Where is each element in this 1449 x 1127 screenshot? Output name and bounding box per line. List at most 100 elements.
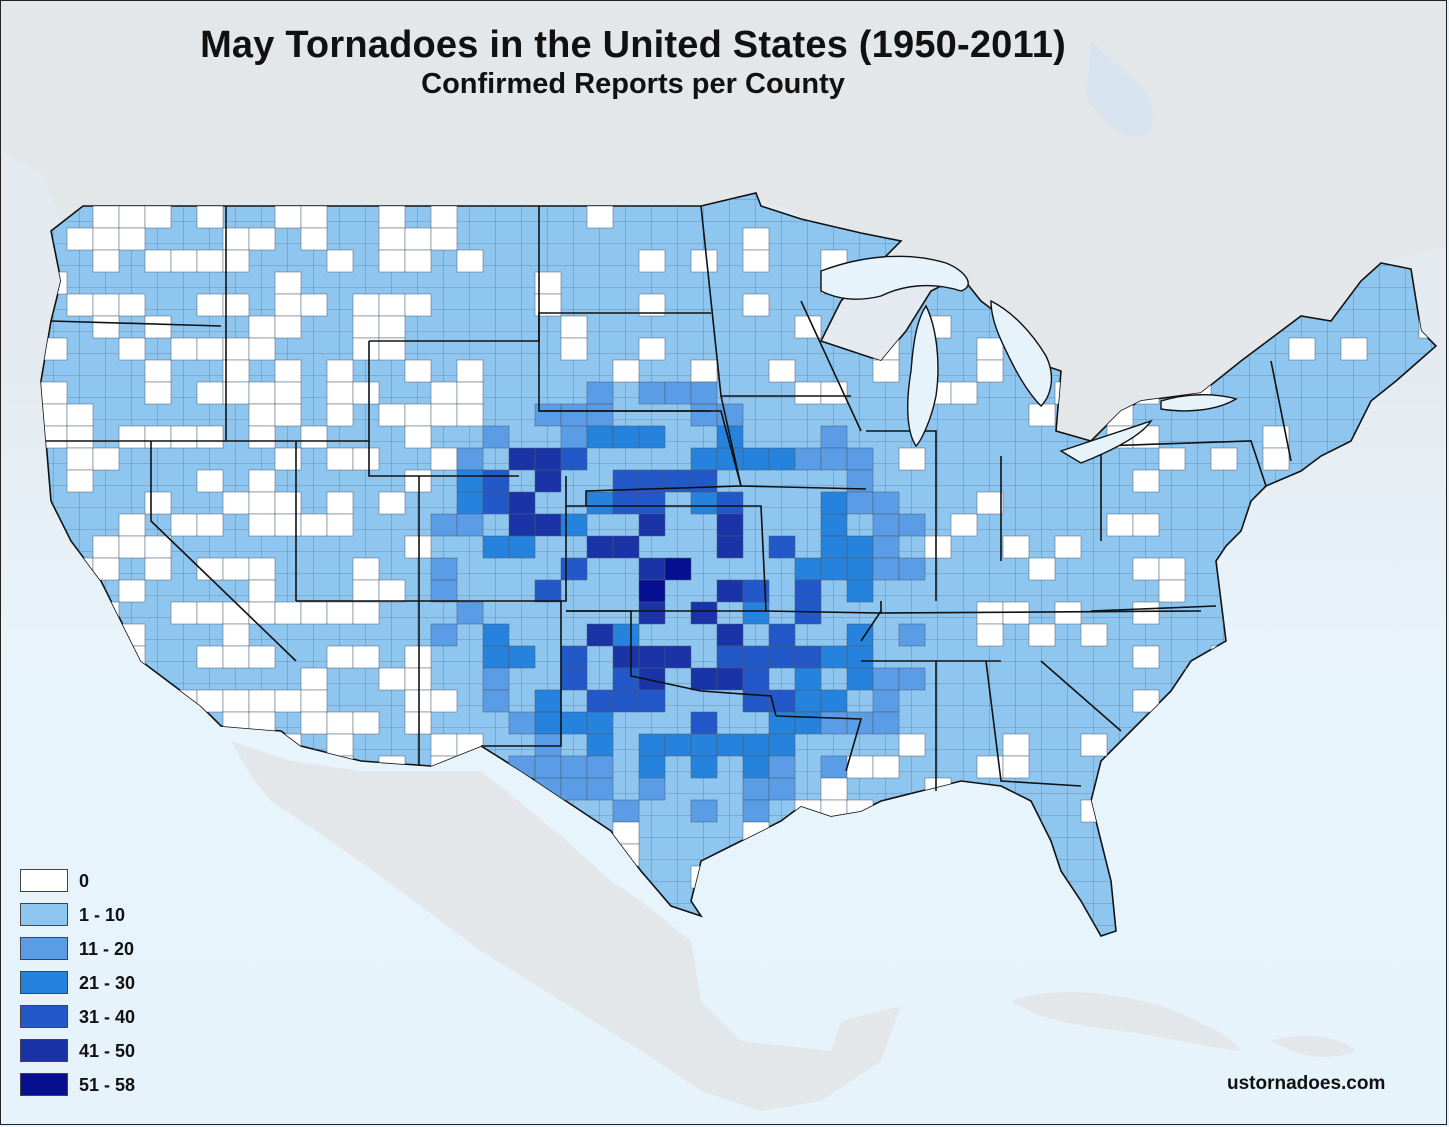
county-cell xyxy=(274,689,302,713)
county-cell xyxy=(690,865,718,889)
county-cell xyxy=(92,205,120,229)
county-cell xyxy=(196,469,224,493)
canada-landmass xyxy=(1,1,1446,441)
county-cell xyxy=(976,337,1004,361)
county-cell xyxy=(716,733,744,757)
county-cell xyxy=(404,359,432,383)
county-cell xyxy=(586,623,614,647)
county-cell xyxy=(560,777,588,801)
county-cell xyxy=(820,777,848,801)
legend-swatch xyxy=(20,937,68,960)
county-cell xyxy=(742,755,770,779)
county-cell xyxy=(872,359,900,383)
county-cell xyxy=(1210,447,1238,471)
county-cell xyxy=(1418,315,1436,339)
county-cell xyxy=(274,315,302,339)
county-cell xyxy=(768,535,796,559)
county-cell xyxy=(1262,799,1290,823)
county-cell xyxy=(508,755,536,779)
county-cell xyxy=(248,227,276,251)
legend-item: 41 - 50 xyxy=(20,1039,220,1063)
county-cell xyxy=(326,865,354,889)
legend-label: 21 - 30 xyxy=(79,973,136,993)
county-cell xyxy=(1054,535,1082,559)
county-cell xyxy=(66,403,94,427)
county-cell xyxy=(1340,711,1368,735)
county-cell xyxy=(352,579,380,603)
county-cell xyxy=(1184,667,1212,691)
county-cell xyxy=(560,755,588,779)
county-cell xyxy=(534,777,562,801)
county-cell xyxy=(768,359,796,383)
county-cell xyxy=(1340,337,1368,361)
county-cell xyxy=(92,557,120,581)
county-cell xyxy=(274,359,302,383)
county-cell xyxy=(898,447,926,471)
county-cell xyxy=(976,491,1004,515)
lake-michigan xyxy=(907,304,939,448)
county-cell xyxy=(248,557,276,581)
county-cell xyxy=(430,623,458,647)
border-ar-la xyxy=(775,715,863,772)
county-cell xyxy=(534,293,562,317)
county-cell xyxy=(404,645,432,669)
county-cell xyxy=(638,381,666,405)
county-cell xyxy=(118,623,146,647)
county-cell xyxy=(274,909,302,933)
county-cell xyxy=(820,645,848,669)
county-cell xyxy=(612,359,640,383)
county-cell xyxy=(846,623,874,647)
county-cell xyxy=(222,843,250,867)
hudson-bay xyxy=(1086,41,1153,138)
county-cell xyxy=(118,293,146,317)
county-cell xyxy=(300,227,328,251)
legend-label: 1 - 10 xyxy=(79,905,126,925)
county-cell xyxy=(560,667,588,691)
county-cell xyxy=(716,535,744,559)
county-cell xyxy=(768,733,796,757)
county-cell xyxy=(742,733,770,757)
county-cell xyxy=(300,513,328,537)
county-cell xyxy=(820,557,848,581)
county-cell xyxy=(118,513,146,537)
legend-item: 51 - 58 xyxy=(20,1073,220,1097)
county-cell xyxy=(690,711,718,735)
county-cell xyxy=(508,513,536,537)
county-cell xyxy=(872,711,900,735)
county-cell xyxy=(300,887,328,911)
county-cell xyxy=(794,447,822,471)
county-cell xyxy=(638,513,666,537)
legend-item: 1 - 10 xyxy=(20,903,220,927)
mexico-landmass xyxy=(231,741,901,1111)
county-cell xyxy=(170,425,198,449)
county-cell xyxy=(41,381,68,405)
county-cell xyxy=(222,689,250,713)
county-cell xyxy=(638,645,666,669)
county-cell xyxy=(976,865,1004,889)
county-cell xyxy=(690,447,718,471)
county-cell xyxy=(300,425,328,449)
border-ky-tn xyxy=(880,610,1202,614)
hispaniola xyxy=(1271,1035,1356,1057)
county-cell xyxy=(274,821,302,845)
county-cell xyxy=(794,667,822,691)
county-cell xyxy=(716,491,744,515)
county-cell xyxy=(274,513,302,537)
county-cell xyxy=(378,337,406,361)
county-cell xyxy=(170,337,198,361)
county-cell xyxy=(794,689,822,713)
county-cell xyxy=(222,359,250,383)
county-cell xyxy=(404,425,432,449)
county-cell xyxy=(534,733,562,757)
county-cell xyxy=(820,535,848,559)
county-cell xyxy=(560,337,588,361)
county-cell xyxy=(742,227,770,251)
county-cell xyxy=(768,777,796,801)
county-cell xyxy=(430,579,458,603)
county-cell xyxy=(41,645,68,669)
legend-label: 31 - 40 xyxy=(79,1007,136,1027)
county-cell xyxy=(274,271,302,295)
county-cell xyxy=(1158,865,1186,889)
county-cell xyxy=(144,425,172,449)
county-cell xyxy=(846,491,874,515)
